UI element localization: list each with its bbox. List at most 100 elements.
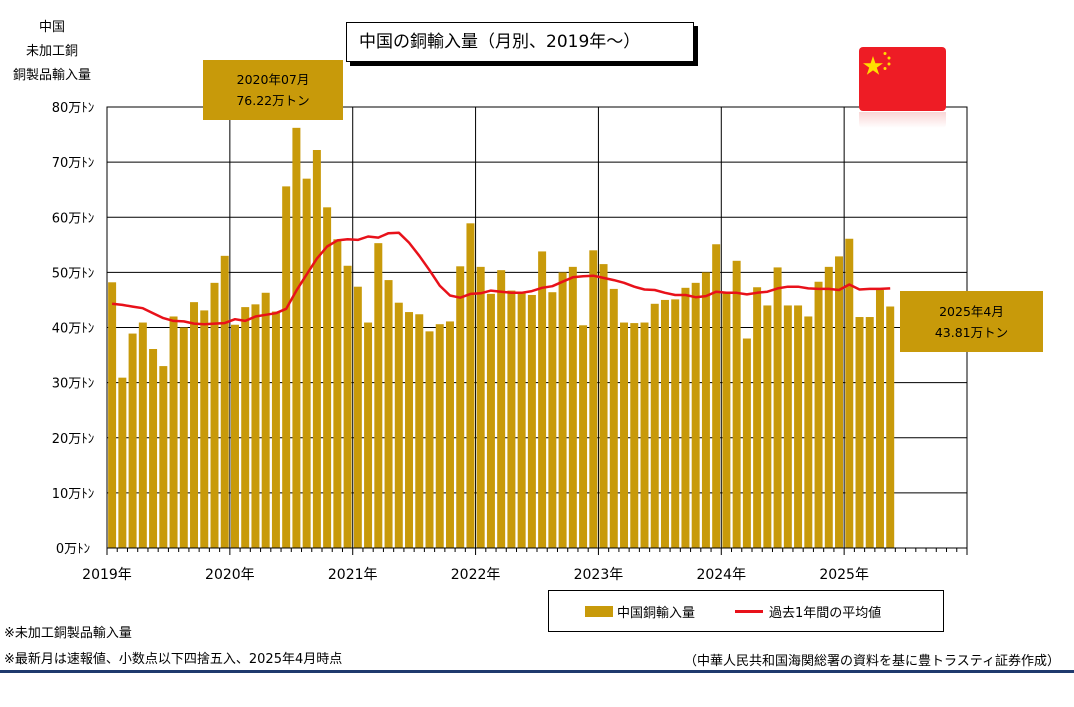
- flag-reflection: [859, 112, 946, 128]
- bar: [855, 317, 864, 548]
- bar: [671, 299, 680, 548]
- bar: [128, 333, 137, 548]
- bar: [384, 280, 393, 548]
- bar: [681, 287, 690, 548]
- bar: [558, 272, 567, 548]
- bar: [108, 282, 117, 548]
- bar: [486, 293, 495, 548]
- bar: [261, 292, 270, 548]
- bar: [660, 299, 669, 548]
- bar: [742, 338, 751, 548]
- bar: [538, 251, 547, 549]
- bar: [875, 290, 884, 548]
- y-axis-title-line-1: 中国: [38, 20, 65, 35]
- bar: [394, 302, 403, 548]
- bar: [364, 322, 373, 548]
- bar: [466, 223, 475, 548]
- y-tick-label: 30万ﾄﾝ: [52, 377, 95, 392]
- bar: [589, 250, 598, 548]
- bar: [814, 281, 823, 548]
- bar: [517, 292, 526, 548]
- x-tick-label: 2021年: [328, 567, 378, 583]
- x-tick-label: 2025年: [819, 567, 869, 583]
- bar: [425, 331, 434, 548]
- latest-callout: 2025年4月 43.81万トン: [900, 291, 1043, 352]
- bar: [118, 377, 127, 548]
- y-tick-label: 20万ﾄﾝ: [52, 432, 95, 447]
- y-tick-label: 0万ﾄﾝ: [56, 542, 90, 557]
- bar: [312, 149, 321, 548]
- bar: [722, 292, 731, 548]
- bar: [609, 288, 618, 548]
- bar: [159, 366, 168, 548]
- bar: [200, 310, 209, 548]
- bar: [599, 264, 608, 548]
- x-tick-label: 2019年: [82, 567, 132, 583]
- legend-line-label: 過去1年間の平均値: [769, 605, 882, 621]
- y-tick-label: 80万ﾄﾝ: [52, 101, 95, 116]
- source-note: （中華人民共和国海関総署の資料を基に豊トラスティ証券作成）: [684, 654, 1060, 669]
- bar: [220, 255, 229, 548]
- bar: [804, 316, 813, 548]
- bar: [845, 238, 854, 548]
- bar: [753, 287, 762, 548]
- x-tick-label: 2022年: [451, 567, 501, 583]
- bar: [415, 314, 424, 548]
- y-tick-label: 40万ﾄﾝ: [52, 322, 95, 337]
- bar: [579, 325, 588, 548]
- legend: 中国銅輸入量 過去1年間の平均値: [548, 590, 944, 632]
- peak-callout-value: 76.22万トン: [236, 93, 310, 108]
- bar: [865, 317, 874, 548]
- bar: [179, 327, 188, 548]
- legend-item-line: 過去1年間の平均値: [731, 602, 881, 621]
- note-1: ※未加工銅製品輸入量: [4, 626, 132, 641]
- bar: [282, 186, 291, 548]
- bar: [405, 312, 414, 548]
- bar: [210, 282, 219, 548]
- legend-line-swatch: [735, 609, 764, 613]
- bar: [650, 303, 659, 548]
- china-flag-icon: [859, 47, 946, 111]
- bar: [640, 322, 649, 548]
- x-tick-label: 2023年: [574, 567, 624, 583]
- bar: [302, 178, 311, 548]
- bar: [456, 266, 465, 548]
- peak-callout: 2020年07月 76.22万トン: [203, 60, 343, 120]
- bottom-rule: [0, 670, 1074, 673]
- y-tick-label: 50万ﾄﾝ: [52, 266, 95, 281]
- legend-bar-label: 中国銅輸入量: [617, 605, 696, 621]
- average-line: [111, 231, 891, 326]
- bar: [763, 305, 772, 548]
- bar: [568, 266, 577, 548]
- bar: [824, 266, 833, 548]
- bar: [292, 127, 301, 548]
- y-axis-title-line-3: 銅製品輸入量: [12, 68, 91, 83]
- bar: [445, 321, 454, 548]
- bar: [333, 239, 342, 549]
- bar: [620, 322, 629, 548]
- bar: [241, 307, 250, 548]
- y-tick-label: 10万ﾄﾝ: [52, 487, 95, 502]
- peak-callout-date: 2020年07月: [236, 72, 310, 87]
- bar: [251, 304, 260, 548]
- bar: [323, 207, 332, 548]
- bar: [548, 292, 557, 548]
- bar: [343, 265, 352, 548]
- y-axis-title-line-2: 未加工銅: [25, 44, 78, 59]
- bar: [794, 305, 803, 548]
- bar: [630, 323, 639, 548]
- chart-title: 中国の銅輸入量（月別、2019年～）: [346, 22, 694, 62]
- bar: [732, 260, 741, 548]
- bar: [271, 311, 280, 548]
- bar: [835, 256, 844, 548]
- x-tick-label: 2020年: [205, 567, 255, 583]
- bar: [190, 302, 199, 548]
- latest-callout-date: 2025年4月: [939, 303, 1004, 319]
- y-tick-label: 60万ﾄﾝ: [52, 211, 95, 226]
- legend-bar-swatch: [585, 605, 613, 617]
- bar: [169, 316, 178, 548]
- bar: [701, 272, 710, 548]
- bar: [527, 294, 536, 548]
- legend-item-bar: 中国銅輸入量: [585, 602, 695, 621]
